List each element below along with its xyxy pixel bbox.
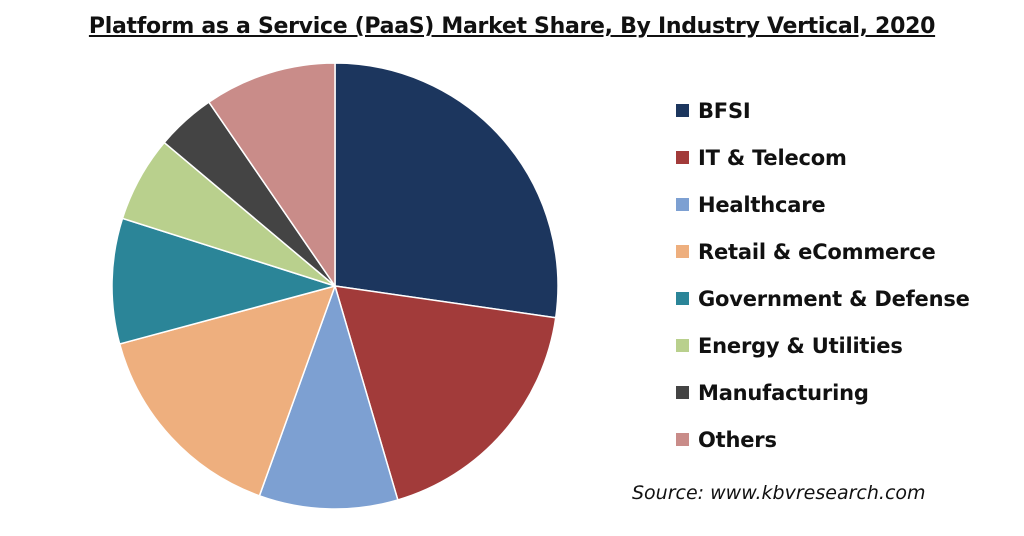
- legend-item-healthcare: Healthcare: [676, 181, 1016, 228]
- legend-item-it-and-telecom: IT & Telecom: [676, 134, 1016, 181]
- legend-item-retail-and-ecommerce: Retail & eCommerce: [676, 228, 1016, 275]
- chart-legend: BFSI IT & Telecom Healthcare Retail & eComm…: [676, 87, 1016, 463]
- pie-slice-healthcare: [258, 285, 399, 510]
- legend-item-energy-and-utilities: Energy & Utilities: [676, 322, 1016, 369]
- legend-label: Government & Defense: [698, 286, 970, 311]
- legend-item-others: Others: [676, 416, 1016, 463]
- legend-swatch: [676, 245, 689, 258]
- legend-label: Energy & Utilities: [698, 333, 903, 358]
- pie-slice-bfsi: [334, 62, 559, 319]
- legend-label: IT & Telecom: [698, 145, 847, 170]
- pie-slice-government-and-defense: [111, 217, 336, 345]
- legend-label: Retail & eCommerce: [698, 239, 936, 264]
- legend-label: Healthcare: [698, 192, 826, 217]
- legend-item-manufacturing: Manufacturing: [676, 369, 1016, 416]
- legend-swatch: [676, 339, 689, 352]
- legend-label: Others: [698, 427, 777, 452]
- pie-slices: [111, 62, 559, 510]
- pie-slice-it-and-telecom: [334, 285, 557, 501]
- legend-item-bfsi: BFSI: [676, 87, 1016, 134]
- pie-slice-others: [208, 62, 336, 287]
- legend-swatch: [676, 433, 689, 446]
- legend-item-government-and-defense: Government & Defense: [676, 275, 1016, 322]
- legend-swatch: [676, 151, 689, 164]
- legend-swatch: [676, 292, 689, 305]
- chart-title: Platform as a Service (PaaS) Market Shar…: [88, 14, 936, 39]
- legend-swatch: [676, 198, 689, 211]
- legend-label: Manufacturing: [698, 380, 869, 405]
- source-note: Source: www.kbvresearch.com: [632, 482, 926, 504]
- legend-swatch: [676, 104, 689, 117]
- legend-label: BFSI: [698, 98, 751, 123]
- pie-slice-retail-and-ecommerce: [118, 285, 336, 497]
- legend-swatch: [676, 386, 689, 399]
